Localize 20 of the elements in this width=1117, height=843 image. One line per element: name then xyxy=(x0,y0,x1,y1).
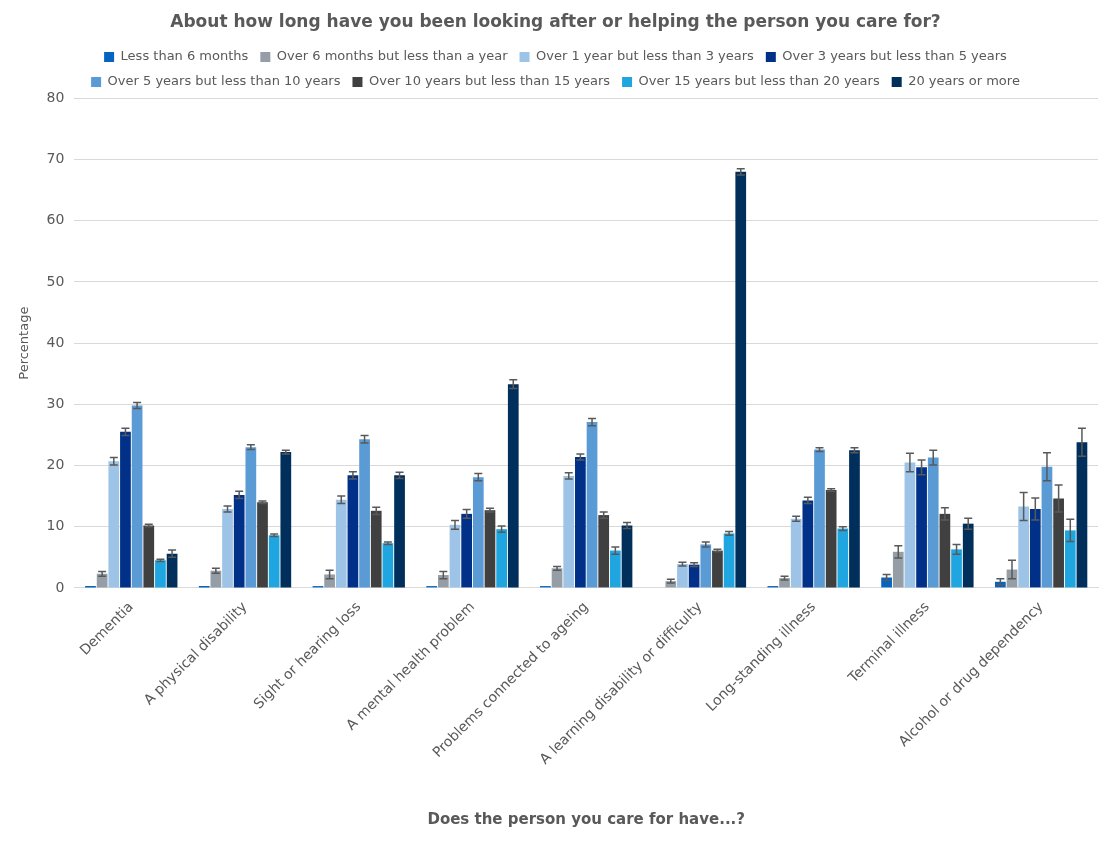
legend-label: Over 6 months but less than a year xyxy=(276,48,509,64)
chart-title: About how long have you been looking after or helping the person you care for? xyxy=(170,10,941,31)
legend-label: Over 15 years but less than 20 years xyxy=(638,73,880,89)
y-tick-label: 80 xyxy=(46,89,65,106)
legend-label: 20 years or more xyxy=(908,73,1020,89)
y-tick-label: 20 xyxy=(46,456,65,473)
y-tick-label: 10 xyxy=(46,517,65,534)
y-tick-label: 40 xyxy=(46,333,65,350)
legend-label: Over 5 years but less than 10 years xyxy=(107,73,341,89)
y-tick-label: 60 xyxy=(46,211,65,228)
legend-label: Over 1 year but less than 3 years xyxy=(536,48,755,64)
y-tick-label: 50 xyxy=(46,272,65,289)
x-axis-title: Does the person you care for have...? xyxy=(427,809,745,828)
legend-label: Less than 6 months xyxy=(120,48,249,64)
legend-label: Over 10 years but less than 15 years xyxy=(368,73,611,89)
y-axis-title: Percentage xyxy=(16,306,32,380)
legend-label: Over 3 years but less than 5 years xyxy=(782,48,1008,64)
y-tick-label: 70 xyxy=(46,150,65,167)
y-tick-label: 30 xyxy=(46,394,65,411)
y-tick-label: 0 xyxy=(55,578,65,595)
